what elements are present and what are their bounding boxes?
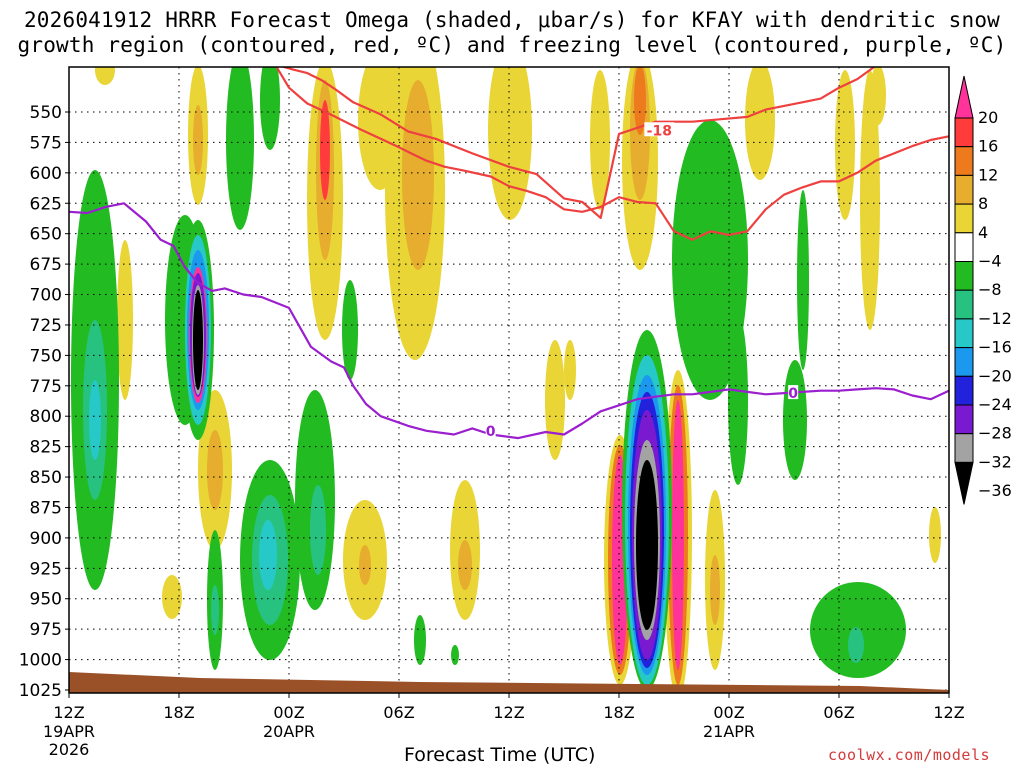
rising-motion-blobs — [95, 67, 941, 670]
freezing-level-label-1-bg — [485, 422, 496, 437]
dgz-lower-line — [275, 67, 949, 241]
omega-shaded-field — [71, 67, 941, 693]
pressure-tick-775: 775 — [30, 377, 62, 397]
colorbar-swatch-8 — [954, 318, 974, 349]
year-label-0: 2026 — [49, 740, 90, 759]
colorbar-swatch-3 — [954, 174, 974, 205]
colorbar-label-6: −8 — [978, 280, 1002, 299]
strong-sinking-core-2 — [604, 330, 692, 693]
colorbar-arrow-top — [954, 75, 974, 119]
pressure-tick-725: 725 — [30, 316, 62, 336]
strong-sinking-core-1 — [182, 220, 214, 440]
colorbar-swatch-10 — [954, 375, 974, 406]
date-label-0: 19APR — [43, 722, 95, 741]
pressure-tick-1025: 1025 — [19, 681, 62, 701]
colorbar-label-1: 16 — [978, 137, 998, 156]
colorbar-swatch-1 — [954, 117, 974, 148]
pressure-tick-550: 550 — [30, 103, 62, 123]
colorbar-label-11: −28 — [978, 424, 1012, 443]
dgz-label-bg — [644, 122, 675, 137]
time-tick-0: 12Z — [53, 703, 84, 722]
credit-link[interactable]: coolwx.com/models — [828, 746, 991, 764]
colorbar-swatch-9 — [954, 347, 974, 377]
pressure-tick-950: 950 — [30, 590, 62, 610]
terrain-surface — [69, 672, 949, 693]
freezing-level-label-2: 0 — [788, 386, 798, 402]
title-line-1: 2026041912 HRRR Forecast Omega (shaded, … — [23, 8, 1001, 32]
colorbar-label-5: −4 — [978, 252, 1002, 271]
dgz-label: -18 — [647, 123, 672, 139]
pressure-tick-650: 650 — [30, 225, 62, 245]
time-tick-12: 00Z — [273, 703, 304, 722]
time-tick-36: 00Z — [713, 703, 744, 722]
pressure-tick-800: 800 — [30, 407, 62, 427]
time-tick-48: 12Z — [933, 703, 964, 722]
pressure-tick-700: 700 — [30, 286, 62, 306]
colorbar-swatch-7 — [954, 289, 974, 320]
colorbar-label-8: −16 — [978, 338, 1012, 357]
pressure-tick-1000: 1000 — [19, 651, 62, 671]
pressure-tick-750: 750 — [30, 346, 62, 366]
pressure-tick-600: 600 — [30, 164, 62, 184]
pressure-tick-850: 850 — [30, 468, 62, 488]
pressure-tick-875: 875 — [30, 498, 62, 518]
colorbar-label-10: −24 — [978, 395, 1012, 414]
colorbar-swatch-6 — [954, 261, 974, 291]
freezing-level-label-1: 0 — [486, 424, 496, 440]
colorbar-swatch-11 — [954, 404, 974, 435]
pressure-tick-975: 975 — [30, 620, 62, 640]
colorbar-label-13: −36 — [978, 481, 1012, 500]
pressure-tick-625: 625 — [30, 194, 62, 214]
pressure-tick-925: 925 — [30, 559, 62, 579]
colorbar-label-4: 4 — [978, 223, 988, 242]
colorbar: 20 16 12 8 4 −4 −8 −12 −16 −20 −24 −28 −32 −36 — [954, 75, 1012, 505]
pressure-tick-575: 575 — [30, 133, 62, 153]
pressure-tick-675: 675 — [30, 255, 62, 275]
colorbar-arrow-bottom — [954, 461, 974, 505]
colorbar-label-3: 8 — [978, 194, 988, 213]
colorbar-label-0: 20 — [978, 108, 998, 127]
colorbar-swatch-4 — [954, 203, 974, 234]
colorbar-label-9: −20 — [978, 366, 1012, 385]
colorbar-label-7: −12 — [978, 309, 1012, 328]
colorbar-swatch-2 — [954, 146, 974, 176]
freezing-level-label-2-bg — [788, 385, 799, 400]
x-axis-label: Forecast Time (UTC) — [404, 744, 596, 766]
colorbar-swatch-5 — [954, 232, 974, 263]
date-label-12: 20APR — [263, 722, 315, 741]
colorbar-label-2: 12 — [978, 165, 998, 184]
title-line-2: growth region (contoured, red, ºC) and f… — [17, 33, 1007, 57]
pressure-axis: 550 575 600 625 650 675 700 725 750 775 800 825 850 8… — [19, 103, 69, 701]
time-tick-30: 18Z — [603, 703, 634, 722]
time-tick-6: 18Z — [163, 703, 194, 722]
date-label-36: 21APR — [703, 722, 755, 741]
time-tick-42: 06Z — [823, 703, 854, 722]
pressure-tick-825: 825 — [30, 438, 62, 458]
time-tick-18: 06Z — [383, 703, 414, 722]
chart-title: 2026041912 HRRR Forecast Omega (shaded, … — [0, 8, 1024, 58]
colorbar-swatch-12 — [954, 433, 974, 463]
pressure-tick-900: 900 — [30, 529, 62, 549]
time-tick-24: 12Z — [493, 703, 524, 722]
colorbar-label-12: −32 — [978, 452, 1012, 471]
